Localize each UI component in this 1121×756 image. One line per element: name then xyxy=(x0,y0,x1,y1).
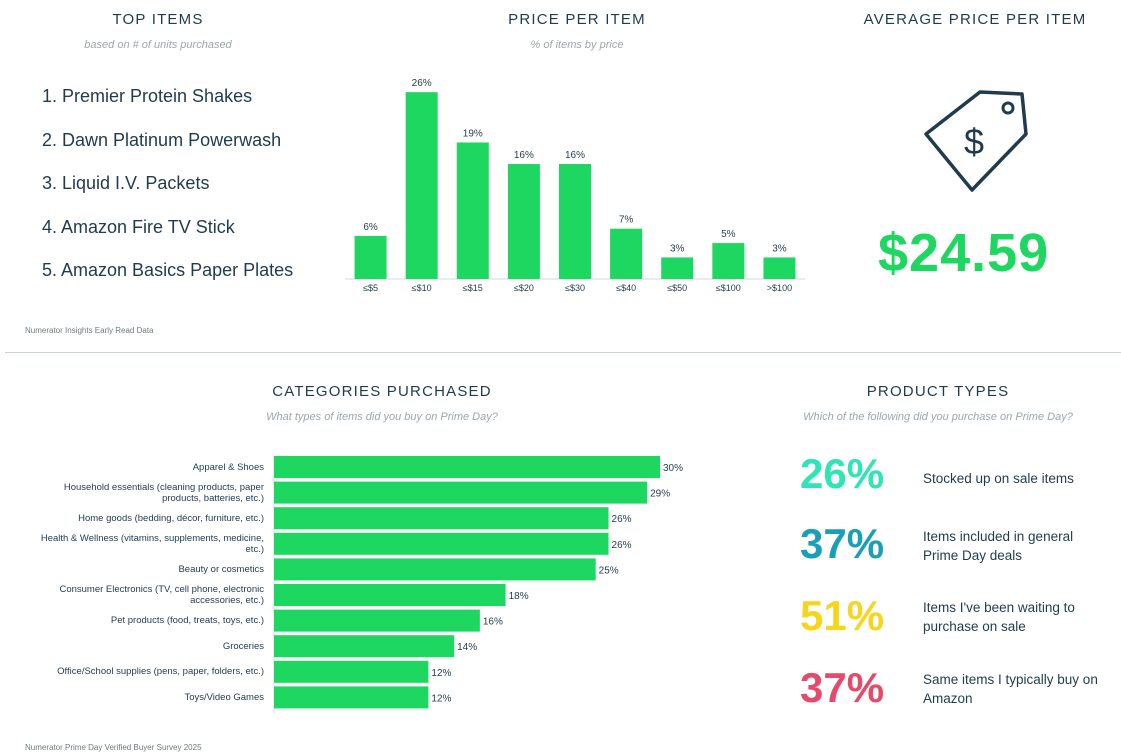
category-bar xyxy=(274,507,609,530)
category-bar xyxy=(274,558,596,581)
categories-subtitle: What types of items did you buy on Prime… xyxy=(266,411,498,423)
category-bar-label: 25% xyxy=(599,565,619,576)
product-type-label: Same items I typically buy on Amazon xyxy=(923,672,1098,706)
category-label: Toys/Video Games xyxy=(184,691,264,703)
average-price-title: AVERAGE PRICE PER ITEM xyxy=(863,11,1087,28)
categories-title: CATEGORIES PURCHASED xyxy=(272,383,492,400)
top-item: 1. Premier Protein Shakes xyxy=(42,86,253,106)
price-tick-label: ≤$50 xyxy=(667,283,687,293)
price-bar xyxy=(661,257,694,279)
product-type-label: Stocked up on sale items xyxy=(923,471,1074,486)
product-type-percent: 37% xyxy=(800,664,885,711)
category-bar xyxy=(274,584,506,606)
price-tick-label: ≤$20 xyxy=(514,283,534,293)
product-type-percent: 26% xyxy=(800,450,885,497)
price-tick-label: ≤$15 xyxy=(463,283,483,293)
svg-text:$: $ xyxy=(964,121,984,162)
price-tick-label: ≤$40 xyxy=(616,283,636,293)
product-types-subtitle: Which of the following did you purchase … xyxy=(803,411,1073,423)
price-bar xyxy=(507,164,540,279)
price-bar xyxy=(763,257,796,279)
category-label: Pet products (food, treats, toys, etc.) xyxy=(110,615,264,627)
source-note-bottom: Numerator Prime Day Verified Buyer Surve… xyxy=(25,743,202,752)
category-bar-label: 16% xyxy=(483,617,503,628)
product-types-title: PRODUCT TYPES xyxy=(866,383,1010,400)
category-bar xyxy=(274,660,429,683)
price-bar-label: 16% xyxy=(565,150,585,161)
price-bar-label: 3% xyxy=(772,243,787,254)
category-bar-label: 18% xyxy=(509,591,529,602)
price-tick-label: ≤$10 xyxy=(412,283,432,293)
category-label: Home goods (bedding, décor, furniture, e… xyxy=(78,512,264,524)
source-note-top: Numerator Insights Early Read Data xyxy=(25,326,154,335)
price-bar-label: 19% xyxy=(463,128,483,139)
price-bar xyxy=(405,92,438,279)
price-per-item-title: PRICE PER ITEM xyxy=(508,11,646,28)
category-bar-label: 12% xyxy=(431,693,451,704)
product-type-label: Items I've been waiting to purchase on s… xyxy=(923,600,1075,634)
category-label: Office/School supplies (pens, paper, fol… xyxy=(57,666,264,678)
product-type-percent: 51% xyxy=(800,592,885,639)
category-bar xyxy=(274,532,609,555)
product-type-label: Items included in general Prime Day deal… xyxy=(923,529,1074,563)
category-label: Groceries xyxy=(222,640,264,652)
price-bar-label: 7% xyxy=(619,215,634,226)
section-divider xyxy=(5,352,1121,353)
price-bar-label: 6% xyxy=(363,222,378,233)
top-item: 2. Dawn Platinum Powerwash xyxy=(42,130,282,150)
price-bar-label: 5% xyxy=(721,229,736,240)
category-bar xyxy=(274,609,480,632)
top-items-subtitle: based on # of units purchased xyxy=(84,39,232,51)
average-price-value: $24.59 xyxy=(878,223,1050,283)
category-bar xyxy=(274,686,429,709)
price-tick-label: ≤$30 xyxy=(565,283,585,293)
category-label: Household essentials (cleaning products,… xyxy=(63,481,264,504)
price-bar-label: 16% xyxy=(514,150,534,161)
price-bar xyxy=(610,228,643,279)
price-tag-icon: $ xyxy=(918,86,1033,201)
categories-chart: 30% 29% 26% 26% 25% 18% 16% 14% 12% 12% xyxy=(273,455,683,713)
category-bar-label: 29% xyxy=(650,489,670,500)
price-bar xyxy=(354,235,387,279)
top-item: 3. Liquid I.V. Packets xyxy=(42,173,210,193)
category-bar-label: 30% xyxy=(663,463,683,474)
category-bar-label: 12% xyxy=(431,668,451,679)
price-tick-label: ≤$5 xyxy=(363,283,378,293)
category-label: Beauty or cosmetics xyxy=(178,563,264,575)
product-type-percent: 37% xyxy=(800,520,885,567)
top-items-title: TOP ITEMS xyxy=(112,11,204,28)
top-item: 4. Amazon Fire TV Stick xyxy=(42,217,235,237)
price-tick-label: >$100 xyxy=(767,283,792,293)
category-bar-label: 26% xyxy=(612,514,632,525)
price-bar-label: 26% xyxy=(412,78,432,89)
category-bar-label: 14% xyxy=(457,642,477,653)
category-bar xyxy=(274,456,660,478)
categories-labels: Apparel & Shoes Household essentials (cle… xyxy=(20,455,268,713)
price-bar xyxy=(559,164,591,279)
price-per-item-subtitle: % of items by price xyxy=(530,39,624,51)
price-tick-label: ≤$100 xyxy=(716,283,741,293)
category-label: Health & Wellness (vitamins, supplements… xyxy=(40,532,264,555)
category-label: Consumer Electronics (TV, cell phone, el… xyxy=(59,584,264,606)
price-per-item-chart: 6% ≤$5 26% ≤$10 19% ≤$15 16% ≤$20 16% ≤$30 7% ≤$40 3… xyxy=(345,78,805,293)
price-bar xyxy=(456,142,489,279)
price-bar xyxy=(712,243,745,279)
price-bar-label: 3% xyxy=(670,243,685,254)
top-item: 5. Amazon Basics Paper Plates xyxy=(42,260,294,280)
category-bar xyxy=(274,481,648,504)
category-bar xyxy=(274,635,455,658)
category-label: Apparel & Shoes xyxy=(192,461,264,473)
category-bar-label: 26% xyxy=(612,540,632,551)
